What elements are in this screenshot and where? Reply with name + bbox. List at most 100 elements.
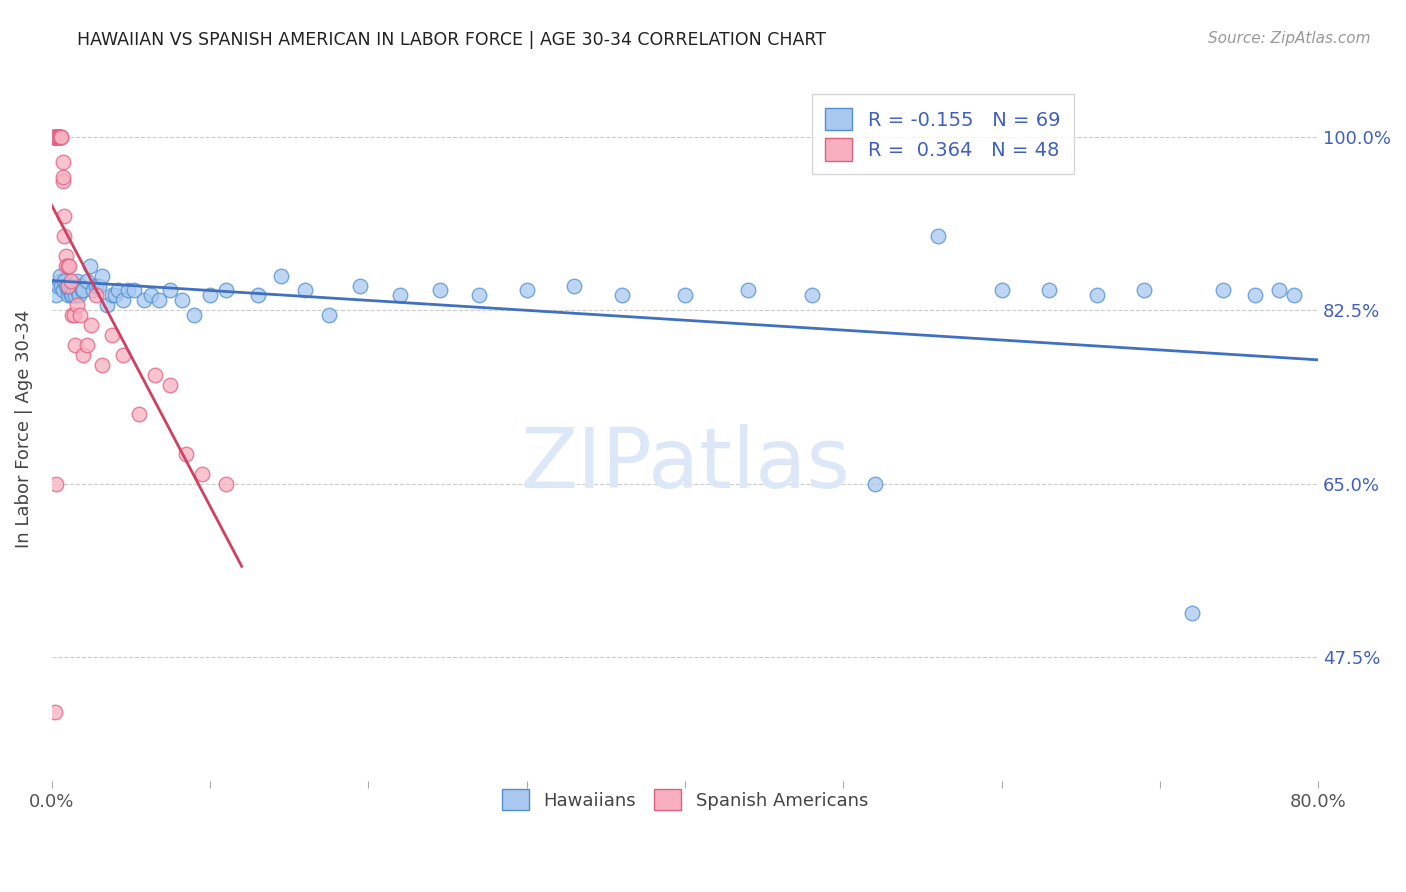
Point — [48, 268, 70, 283]
Point — [863, 476, 886, 491]
Point — [246, 288, 269, 302]
Point — [55, 249, 77, 263]
Point — [76, 274, 98, 288]
Point — [45, 129, 67, 144]
Point — [70, 284, 93, 298]
Point — [65, 338, 87, 352]
Point — [107, 284, 129, 298]
Point — [55, 259, 77, 273]
Point — [48, 129, 70, 144]
Point — [48, 274, 70, 288]
Point — [737, 284, 759, 298]
Point — [1284, 288, 1306, 302]
Point — [1180, 606, 1202, 620]
Legend: Hawaiians, Spanish Americans: Hawaiians, Spanish Americans — [488, 775, 883, 825]
Point — [65, 278, 87, 293]
Point — [89, 278, 111, 293]
Point — [215, 284, 238, 298]
Point — [45, 129, 67, 144]
Point — [52, 169, 75, 184]
Point — [63, 284, 86, 298]
Point — [101, 328, 124, 343]
Point — [60, 308, 83, 322]
Point — [66, 284, 89, 298]
Point — [1212, 284, 1234, 298]
Point — [215, 476, 238, 491]
Point — [111, 293, 134, 308]
Text: Source: ZipAtlas.com: Source: ZipAtlas.com — [1208, 31, 1371, 46]
Point — [53, 209, 76, 223]
Point — [65, 288, 87, 302]
Point — [132, 293, 155, 308]
Point — [84, 288, 107, 302]
Text: ZIPatlas: ZIPatlas — [520, 424, 849, 505]
Point — [69, 278, 91, 293]
Point — [388, 288, 411, 302]
Point — [141, 288, 163, 302]
Point — [562, 278, 585, 293]
Point — [176, 447, 198, 461]
Point — [48, 129, 70, 144]
Point — [59, 288, 82, 302]
Point — [59, 278, 82, 293]
Point — [610, 288, 633, 302]
Point — [111, 348, 134, 362]
Point — [63, 308, 86, 322]
Point — [56, 278, 79, 293]
Point — [55, 278, 77, 293]
Point — [48, 129, 70, 144]
Point — [60, 288, 83, 302]
Point — [48, 129, 70, 144]
Point — [101, 288, 124, 302]
Point — [148, 293, 170, 308]
Point — [58, 259, 80, 273]
Point — [318, 308, 340, 322]
Point — [159, 377, 181, 392]
Point — [349, 278, 371, 293]
Point — [72, 348, 94, 362]
Point — [673, 288, 696, 302]
Point — [191, 467, 214, 481]
Point — [44, 129, 66, 144]
Point — [42, 129, 65, 144]
Point — [46, 129, 69, 144]
Point — [66, 274, 89, 288]
Point — [45, 288, 67, 302]
Point — [468, 288, 491, 302]
Point — [82, 284, 104, 298]
Point — [516, 284, 538, 298]
Point — [56, 278, 79, 293]
Point — [46, 129, 69, 144]
Point — [44, 129, 66, 144]
Point — [143, 368, 166, 382]
Point — [117, 284, 139, 298]
Point — [45, 476, 67, 491]
Point — [294, 284, 316, 298]
Point — [58, 284, 80, 298]
Point — [51, 129, 73, 144]
Point — [44, 129, 66, 144]
Point — [69, 308, 91, 322]
Point — [159, 284, 181, 298]
Point — [1267, 284, 1289, 298]
Point — [990, 284, 1012, 298]
Point — [56, 288, 79, 302]
Point — [45, 129, 67, 144]
Point — [46, 129, 69, 144]
Point — [84, 278, 107, 293]
Point — [66, 298, 89, 312]
Text: HAWAIIAN VS SPANISH AMERICAN IN LABOR FORCE | AGE 30-34 CORRELATION CHART: HAWAIIAN VS SPANISH AMERICAN IN LABOR FO… — [77, 31, 827, 49]
Y-axis label: In Labor Force | Age 30-34: In Labor Force | Age 30-34 — [15, 310, 32, 549]
Point — [1243, 288, 1265, 302]
Point — [91, 268, 114, 283]
Point — [183, 308, 205, 322]
Point — [91, 358, 114, 372]
Point — [170, 293, 193, 308]
Point — [46, 278, 69, 293]
Point — [52, 174, 75, 188]
Point — [42, 129, 65, 144]
Point — [53, 274, 76, 288]
Point — [52, 284, 75, 298]
Point — [96, 298, 118, 312]
Point — [198, 288, 221, 302]
